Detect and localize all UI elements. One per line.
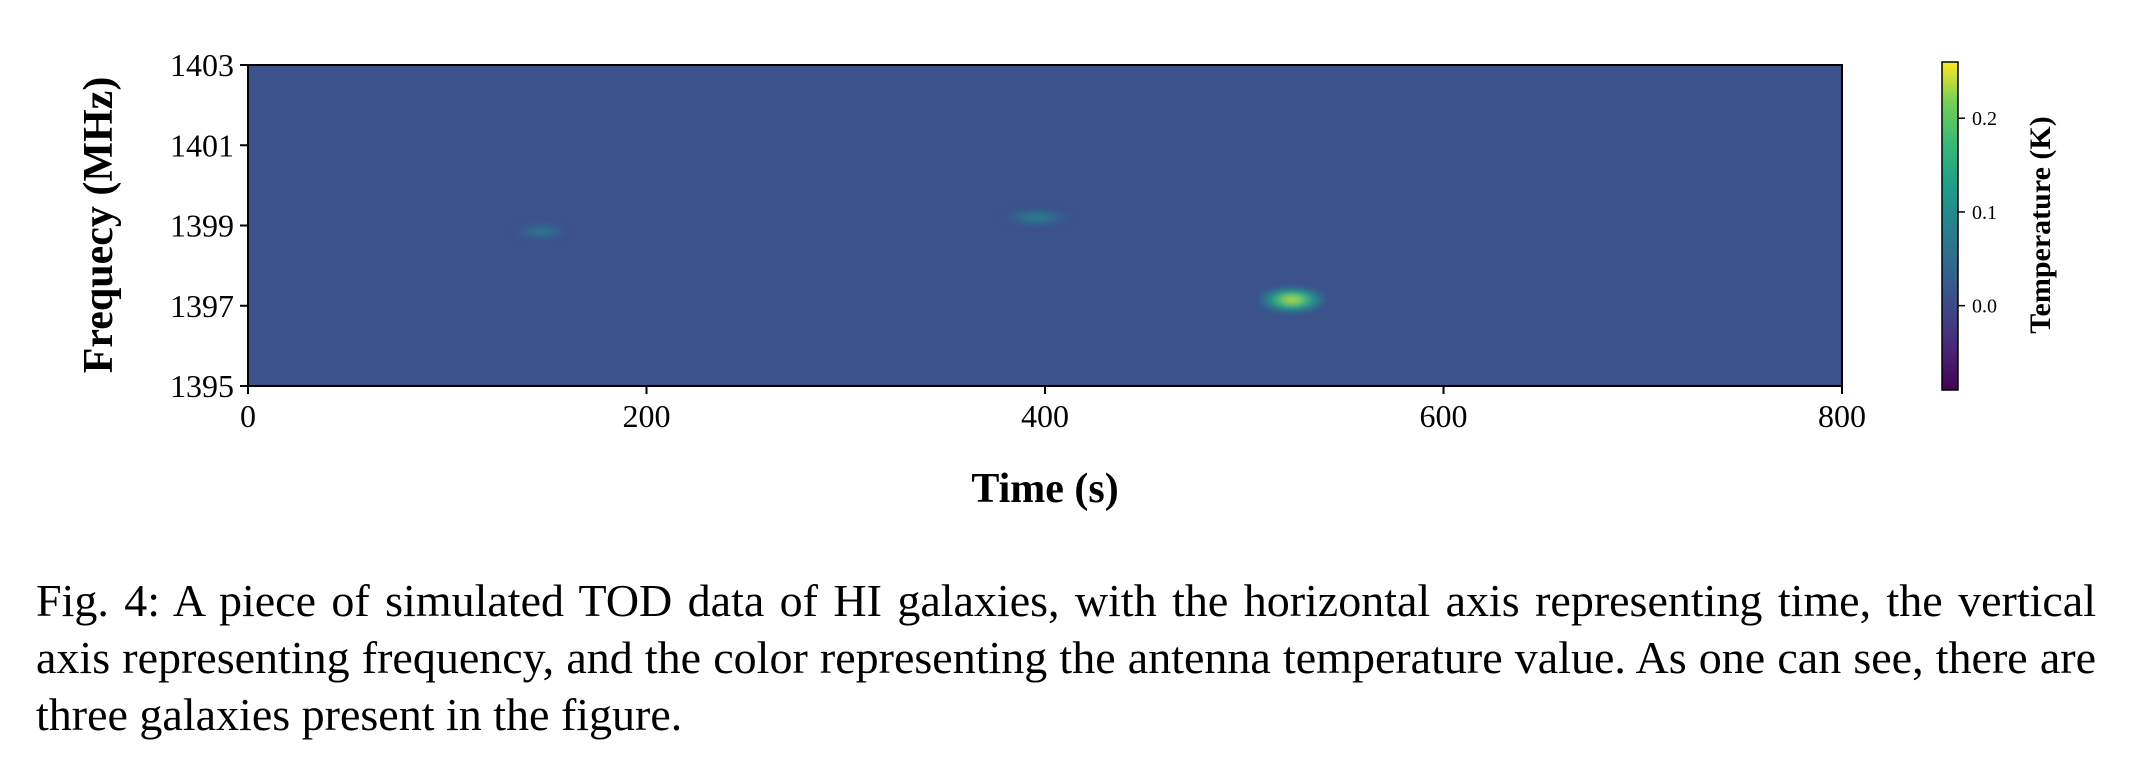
- x-tick-label: 800: [1818, 398, 1866, 434]
- y-tick-label: 1399: [170, 208, 234, 244]
- plot-area: [248, 65, 1842, 386]
- x-tick-label: 0: [240, 398, 256, 434]
- colorbar-tick-label: 0.1: [1972, 202, 1997, 224]
- y-axis-title: Frequecy (MHz): [76, 77, 122, 374]
- y-tick-label: 1395: [170, 368, 234, 404]
- y-tick-label: 1397: [170, 288, 234, 324]
- galaxy-1-blob: [536, 228, 546, 235]
- colorbar-tick-label: 0.2: [1972, 108, 1997, 130]
- colorbar-tick-label: 0.0: [1972, 296, 1997, 318]
- y-tick-label: 1403: [170, 47, 234, 83]
- x-axis-title: Time (s): [971, 466, 1118, 512]
- x-tick-label: 200: [623, 398, 671, 434]
- x-tick-label: 600: [1420, 398, 1468, 434]
- x-axis-ticks: 0 200 400 600 800: [240, 386, 1866, 434]
- heatmap-figure: 0 200 400 600 800 1395 1397 1399 1401 1403 Time …: [76, 47, 2057, 512]
- colorbar-title: Temperature (K): [2024, 116, 2057, 333]
- y-axis-ticks: 1395 1397 1399 1401 1403: [170, 47, 248, 404]
- galaxy-3-blob: [1285, 296, 1299, 303]
- galaxy-blobs: [518, 209, 1322, 312]
- y-tick-label: 1401: [170, 127, 234, 163]
- colorbar: [1941, 61, 1959, 391]
- figure-caption: Fig. 4: A piece of simulated TOD data of…: [36, 575, 2096, 740]
- colorbar-ticks: 0.0 0.1 0.2: [1958, 108, 1997, 318]
- x-tick-label: 400: [1021, 398, 1069, 434]
- galaxy-2-blob: [1030, 214, 1044, 221]
